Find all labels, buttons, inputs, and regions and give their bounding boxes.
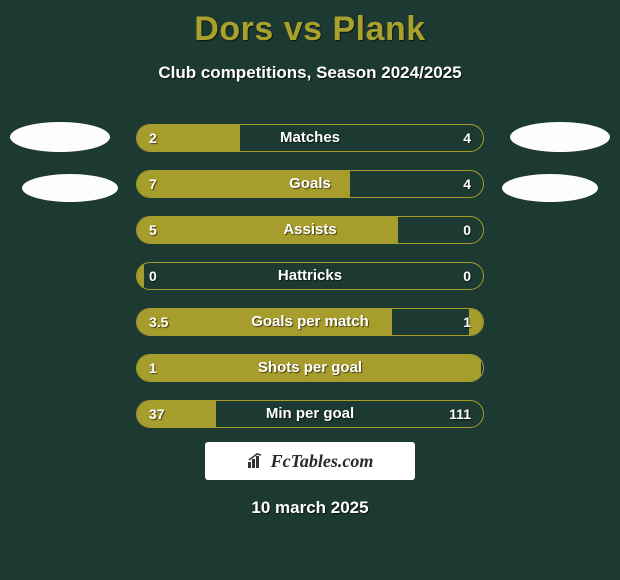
player-right-badge-1 (510, 122, 610, 152)
stat-row: 3.51Goals per match (136, 308, 484, 336)
stat-label: Goals (137, 171, 483, 197)
subtitle: Club competitions, Season 2024/2025 (0, 63, 620, 83)
stat-row: 37111Min per goal (136, 400, 484, 428)
stat-label: Assists (137, 217, 483, 243)
branding-badge: FcTables.com (205, 442, 415, 480)
branding-text: FcTables.com (271, 451, 374, 472)
stat-row: 24Matches (136, 124, 484, 152)
page-title: Dors vs Plank (0, 0, 620, 49)
stat-row: 1Shots per goal (136, 354, 484, 382)
stat-label: Min per goal (137, 401, 483, 427)
stats-bars: 24Matches 74Goals 50Assists 00Hattricks 3.51… (136, 124, 484, 446)
stat-row: 00Hattricks (136, 262, 484, 290)
stat-label: Hattricks (137, 263, 483, 289)
date-label: 10 march 2025 (0, 498, 620, 518)
player-right-badge-2 (502, 174, 598, 202)
comparison-card: Dors vs Plank Club competitions, Season … (0, 0, 620, 580)
stat-label: Shots per goal (137, 355, 483, 381)
player-left-badge-1 (10, 122, 110, 152)
stat-label: Goals per match (137, 309, 483, 335)
chart-icon (247, 452, 265, 470)
stat-row: 50Assists (136, 216, 484, 244)
player-left-badge-2 (22, 174, 118, 202)
stat-row: 74Goals (136, 170, 484, 198)
stat-label: Matches (137, 125, 483, 151)
